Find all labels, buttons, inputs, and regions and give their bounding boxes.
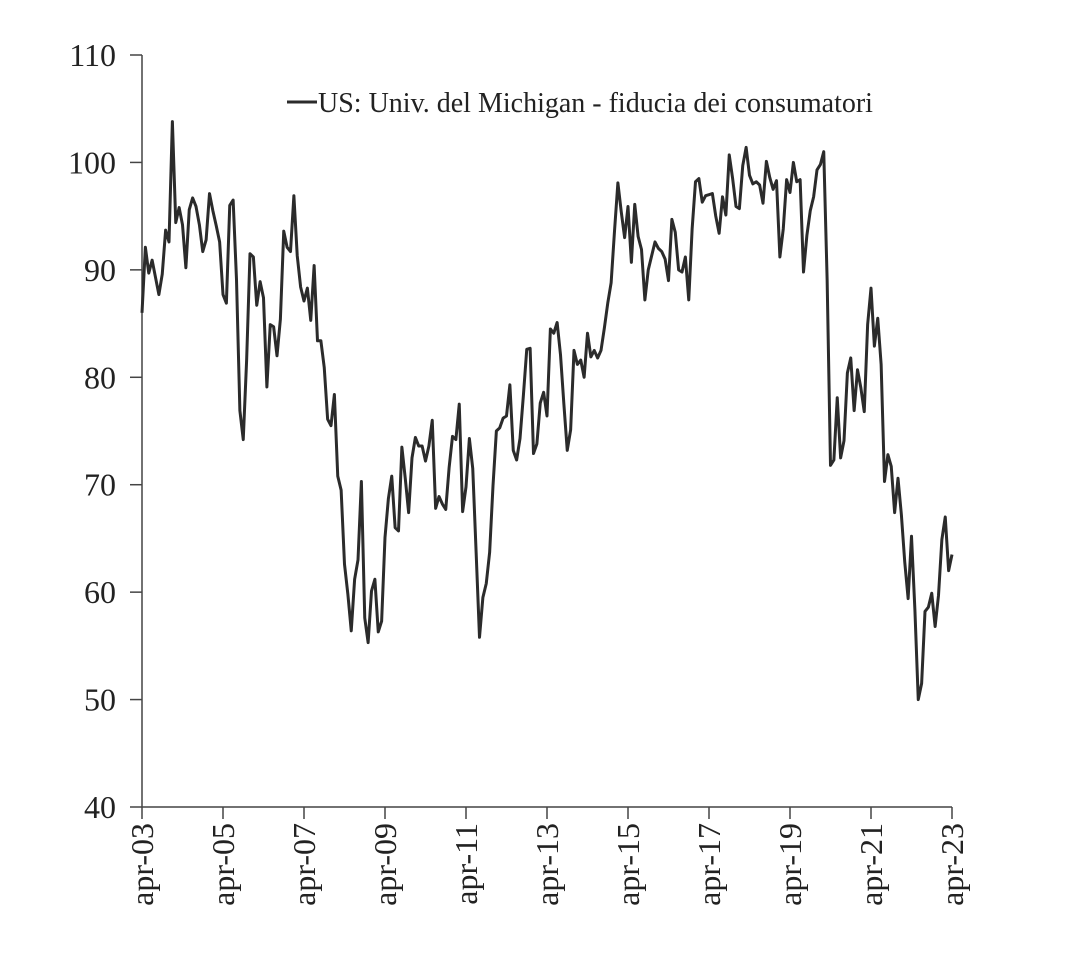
x-tick-label: apr-03 [124, 823, 160, 906]
x-tick-label: apr-09 [367, 823, 403, 906]
x-tick-label: apr-21 [853, 823, 889, 906]
y-tick-label: 60 [84, 574, 116, 610]
x-tick-label: apr-13 [529, 823, 565, 906]
y-tick-label: 40 [84, 789, 116, 825]
x-tick-label: apr-11 [448, 823, 484, 905]
y-tick-label: 50 [84, 682, 116, 718]
x-tick-label: apr-05 [205, 823, 241, 906]
x-tick-label: apr-23 [934, 823, 970, 906]
x-tick-label: apr-17 [691, 823, 727, 906]
data-line [140, 120, 954, 702]
x-tick-label: apr-15 [610, 823, 646, 906]
y-tick-label: 100 [68, 144, 116, 180]
x-tick-label: apr-07 [286, 823, 322, 906]
y-tick-label: 90 [84, 252, 116, 288]
y-tick-label: 70 [84, 467, 116, 503]
y-tick-label: 80 [84, 359, 116, 395]
y-tick-label: 110 [69, 37, 116, 73]
x-tick-label: apr-19 [772, 823, 808, 906]
legend-label: US: Univ. del Michigan - fiducia dei con… [318, 88, 873, 119]
